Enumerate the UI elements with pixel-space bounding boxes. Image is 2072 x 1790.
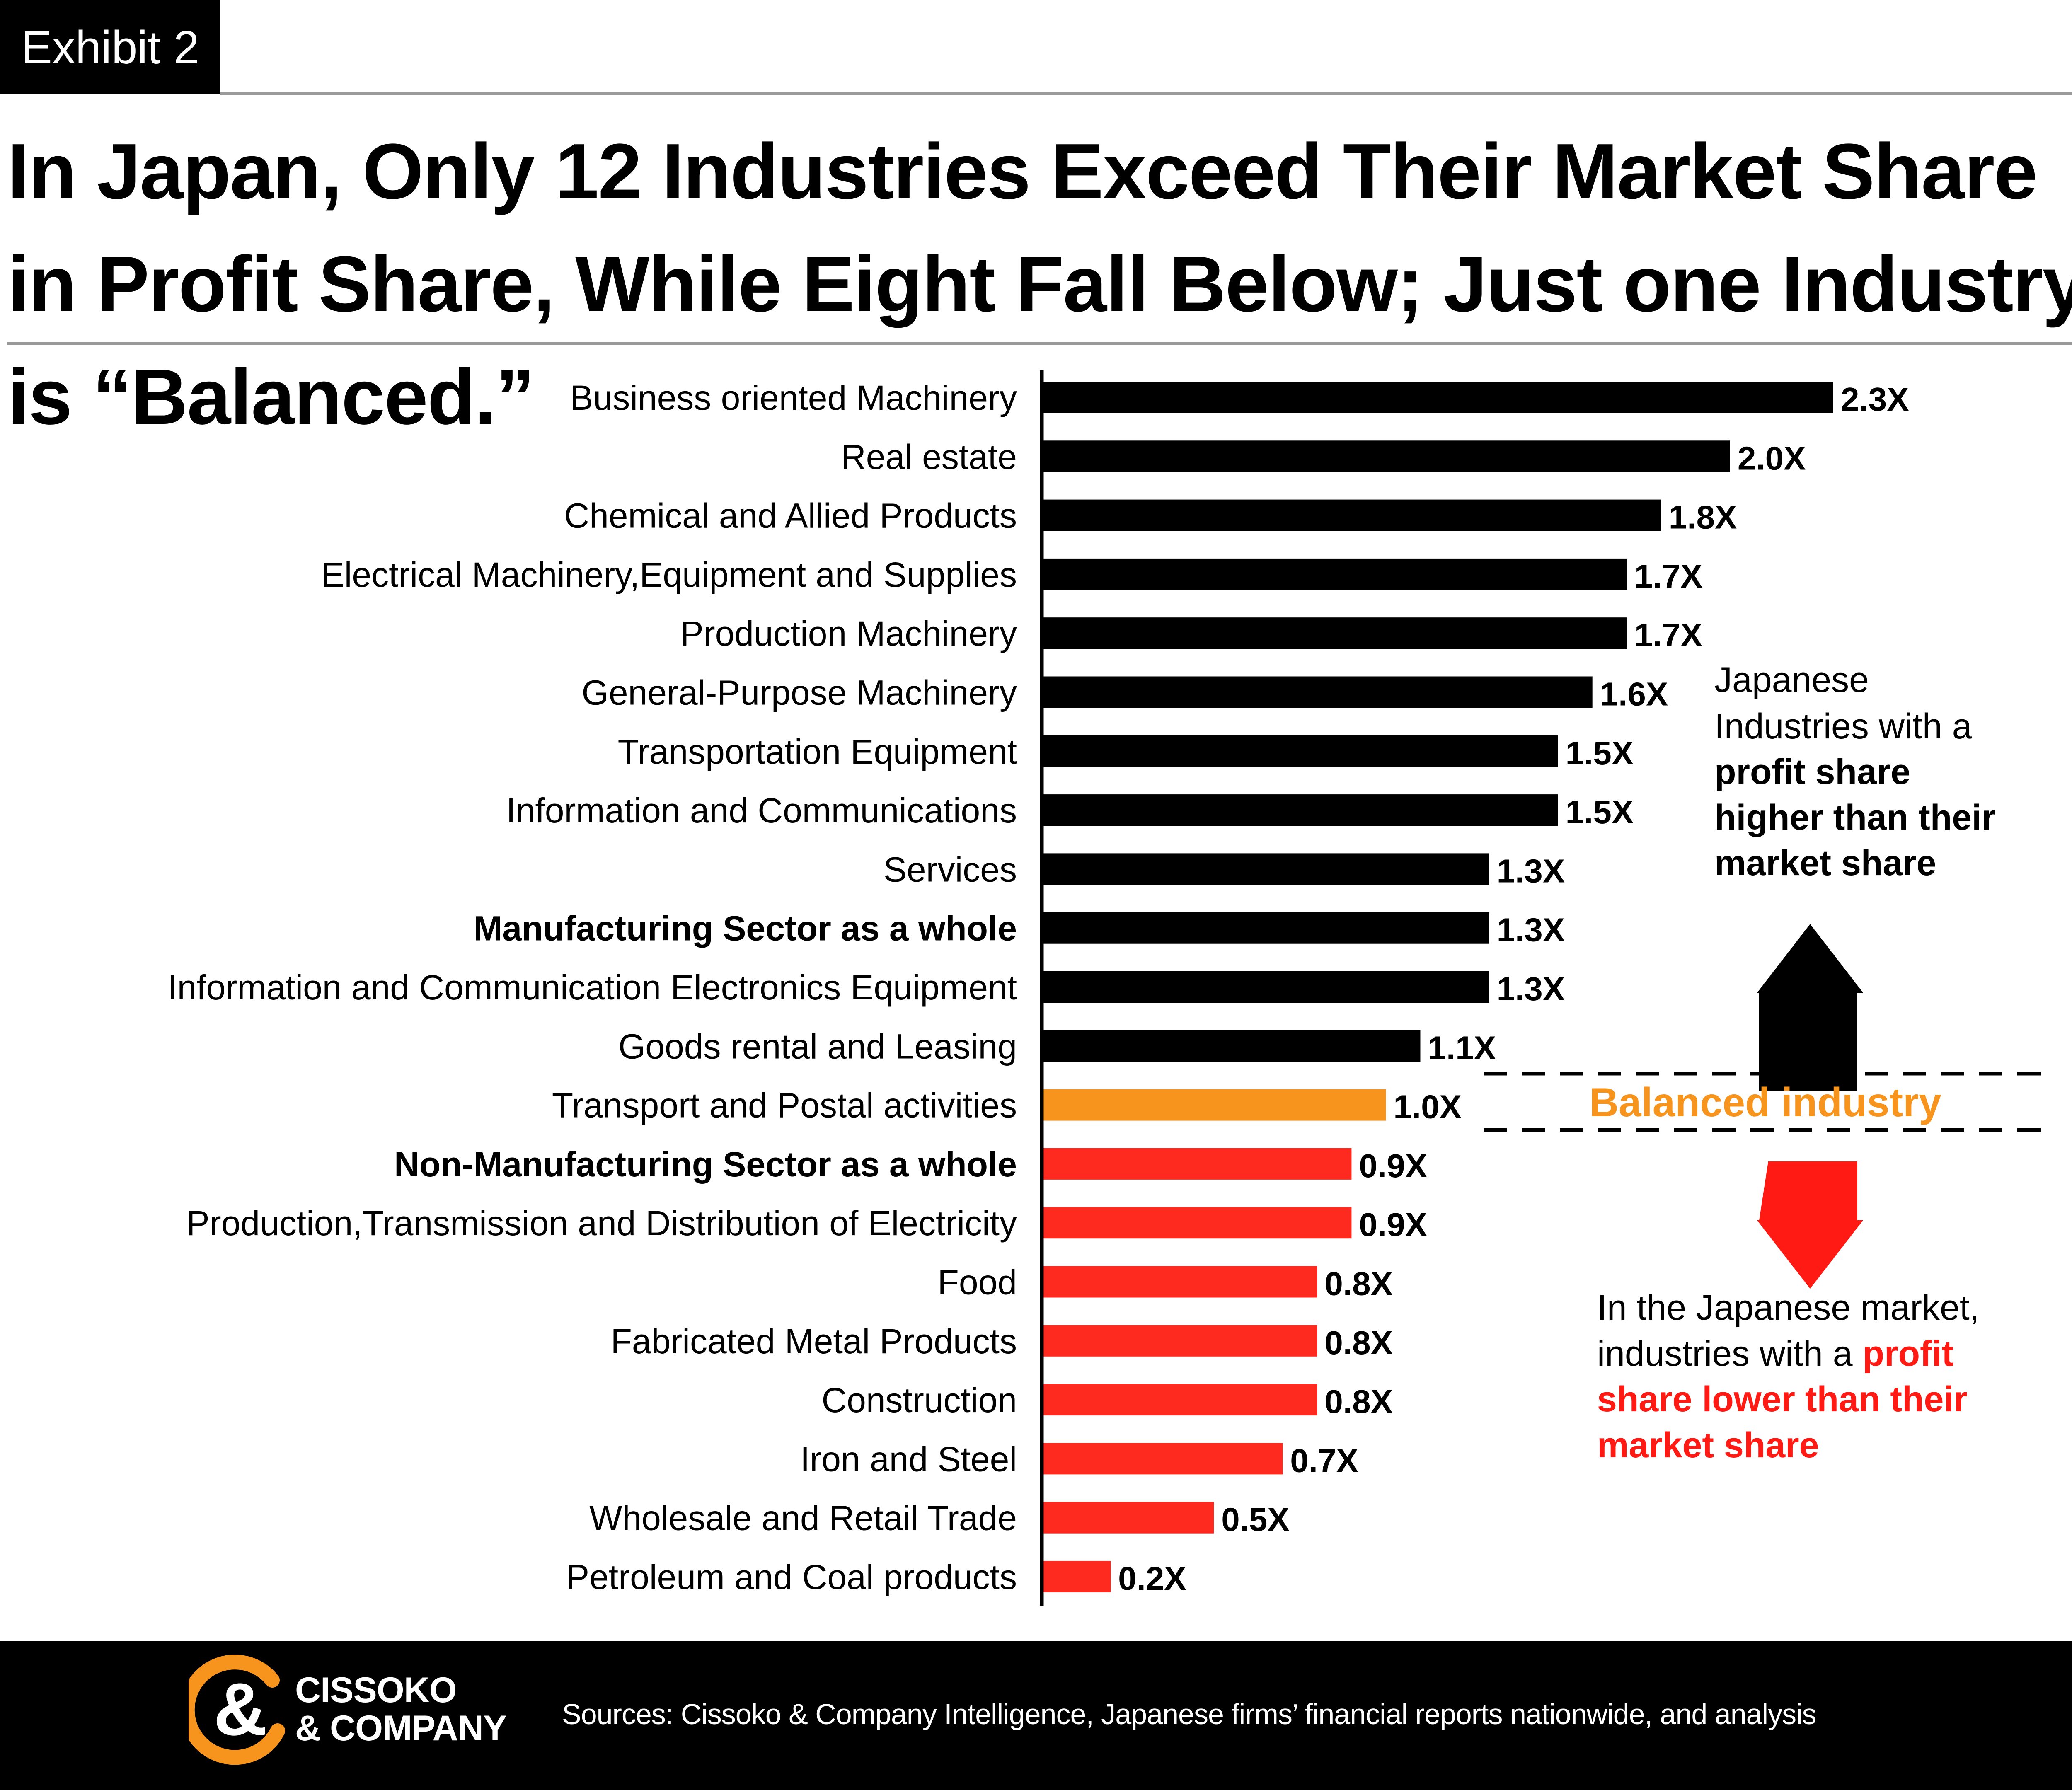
category-label: Non-Manufacturing Sector as a whole bbox=[394, 1145, 1017, 1184]
below-annotation-line2-plain: industries with a bbox=[1597, 1334, 1863, 1374]
category-label: Transport and Postal activities bbox=[552, 1086, 1017, 1125]
value-label: 0.5X bbox=[1221, 1501, 1290, 1538]
category-label: Food bbox=[938, 1263, 1017, 1302]
category-label: Information and Communications bbox=[506, 791, 1017, 830]
company-logo-icon: & bbox=[189, 1655, 285, 1765]
bar bbox=[1042, 1502, 1214, 1534]
value-label: 1.3X bbox=[1497, 970, 1565, 1007]
category-label: Wholesale and Retail Trade bbox=[589, 1499, 1017, 1538]
category-label: Transportation Equipment bbox=[618, 732, 1017, 771]
below-annotation-line2-red: profit bbox=[1863, 1334, 1954, 1374]
value-label: 2.0X bbox=[1738, 440, 1806, 477]
logo-line-2: & COMPANY bbox=[295, 1708, 507, 1748]
bar bbox=[1042, 1207, 1352, 1239]
bar bbox=[1042, 1325, 1317, 1357]
below-annotation: In the Japanese market, industries with … bbox=[1597, 1288, 1980, 1465]
bar bbox=[1042, 617, 1627, 649]
bar bbox=[1042, 1266, 1317, 1298]
category-label: Business oriented Machinery bbox=[570, 378, 1017, 417]
value-label: 0.8X bbox=[1324, 1324, 1393, 1361]
category-label: Chemical and Allied Products bbox=[564, 496, 1017, 535]
bar bbox=[1042, 499, 1661, 531]
bar bbox=[1042, 440, 1730, 472]
footer: & CISSOKO & COMPANY Sources: Cissoko & C… bbox=[0, 1641, 2072, 1790]
category-label: Information and Communication Electronic… bbox=[167, 968, 1017, 1007]
category-label: Electrical Machinery,Equipment and Suppl… bbox=[321, 555, 1017, 594]
company-logo-text: CISSOKO & COMPANY bbox=[295, 1670, 507, 1748]
category-label: Fabricated Metal Products bbox=[611, 1322, 1017, 1361]
category-label: Production Machinery bbox=[680, 614, 1017, 653]
value-label: 1.1X bbox=[1428, 1029, 1496, 1066]
value-label: 1.7X bbox=[1634, 558, 1703, 595]
bar bbox=[1042, 1561, 1111, 1592]
category-label: Manufacturing Sector as a whole bbox=[473, 909, 1017, 948]
svg-text:&: & bbox=[213, 1668, 267, 1751]
above-annotation-bold3: market share bbox=[1714, 843, 1936, 883]
sources-note: Sources: Cissoko & Company Intelligence,… bbox=[562, 1698, 1817, 1730]
value-label: 2.3X bbox=[1841, 381, 1909, 418]
balanced-industry-label: Balanced industry bbox=[1589, 1079, 1941, 1125]
bar bbox=[1042, 1443, 1283, 1475]
category-label: Goods rental and Leasing bbox=[618, 1027, 1017, 1066]
bar bbox=[1042, 735, 1558, 767]
above-annotation-bold2: higher than their bbox=[1714, 798, 1995, 837]
category-label: Petroleum and Coal products bbox=[566, 1558, 1017, 1596]
bar bbox=[1042, 382, 1833, 413]
category-label: Services bbox=[884, 850, 1017, 889]
value-label: 0.2X bbox=[1118, 1560, 1186, 1597]
value-label: 0.7X bbox=[1290, 1442, 1358, 1479]
arrow-down-icon bbox=[1757, 1161, 1863, 1289]
category-label: Production,Transmission and Distribution… bbox=[186, 1204, 1017, 1243]
value-label: 0.8X bbox=[1324, 1383, 1393, 1420]
bar bbox=[1042, 912, 1489, 944]
category-label: Real estate bbox=[841, 437, 1017, 476]
bar bbox=[1042, 558, 1627, 590]
bar bbox=[1042, 1030, 1421, 1062]
value-label: 0.8X bbox=[1324, 1265, 1393, 1302]
value-label: 1.0X bbox=[1393, 1089, 1462, 1125]
category-label: Construction bbox=[821, 1381, 1017, 1420]
below-annotation-line2: industries with a profit bbox=[1597, 1334, 1953, 1374]
above-annotation-line2: Industries with a bbox=[1714, 706, 1972, 746]
title-divider bbox=[7, 342, 2072, 345]
logo-line-1: CISSOKO bbox=[295, 1670, 457, 1710]
arrow-up-icon bbox=[1757, 924, 1863, 1091]
above-annotation: Japanese Industries with a profit share … bbox=[1714, 660, 1995, 883]
bar bbox=[1042, 676, 1593, 708]
below-annotation-red3: share lower than their bbox=[1597, 1379, 1968, 1419]
page-title: In Japan, Only 12 Industries Exceed Thei… bbox=[7, 128, 2072, 441]
value-label: 1.3X bbox=[1497, 852, 1565, 889]
category-label: General-Purpose Machinery bbox=[582, 673, 1017, 712]
value-label: 0.9X bbox=[1359, 1147, 1427, 1184]
value-label: 1.8X bbox=[1669, 499, 1737, 536]
bar bbox=[1042, 1384, 1317, 1416]
bars-layer: Business oriented Machinery 2.3X Real esta… bbox=[167, 378, 1909, 1597]
bar bbox=[1042, 1148, 1352, 1180]
value-label: 1.5X bbox=[1566, 793, 1634, 830]
bar bbox=[1042, 853, 1489, 885]
profit-share-bar-chart: Business oriented Machinery 2.3X Real esta… bbox=[167, 370, 2043, 1606]
exhibit-label: Exhibit 2 bbox=[0, 0, 220, 94]
above-annotation-line1: Japanese bbox=[1714, 660, 1869, 700]
below-annotation-red4: market share bbox=[1597, 1425, 1819, 1465]
bar bbox=[1042, 1089, 1386, 1121]
category-label: Iron and Steel bbox=[800, 1439, 1017, 1478]
value-label: 1.7X bbox=[1634, 617, 1703, 653]
value-label: 1.6X bbox=[1600, 676, 1668, 713]
value-label: 1.3X bbox=[1497, 912, 1565, 948]
above-annotation-bold1: profit share bbox=[1714, 752, 1910, 792]
below-annotation-line1: In the Japanese market, bbox=[1597, 1288, 1980, 1328]
value-label: 0.9X bbox=[1359, 1206, 1427, 1243]
value-label: 1.5X bbox=[1566, 735, 1634, 772]
bar bbox=[1042, 971, 1489, 1003]
top-divider bbox=[220, 92, 2072, 95]
bar bbox=[1042, 794, 1558, 826]
